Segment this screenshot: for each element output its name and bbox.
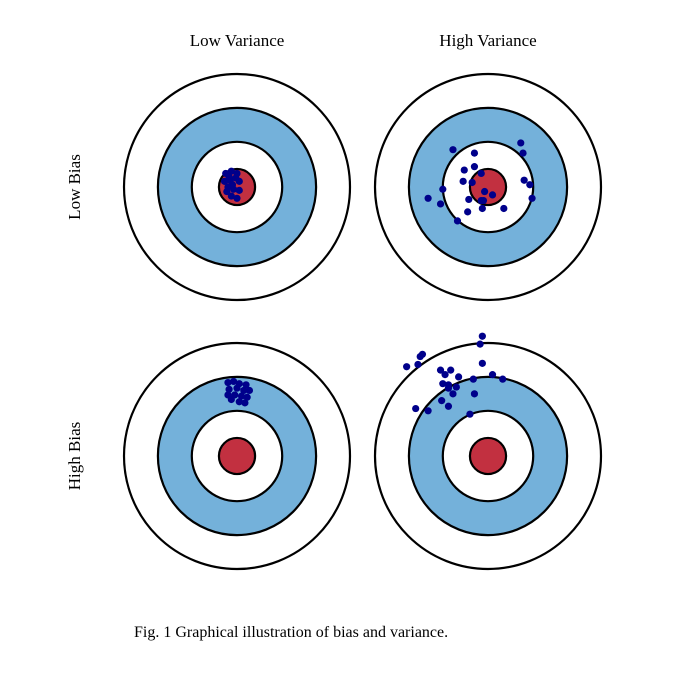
- data-point: [470, 390, 479, 398]
- data-point: [500, 204, 508, 213]
- data-point: [520, 176, 528, 184]
- data-point: [243, 393, 251, 401]
- data-point: [230, 377, 238, 386]
- data-point: [478, 204, 486, 213]
- target-2: [373, 72, 603, 302]
- data-point: [470, 149, 479, 157]
- data-point: [441, 371, 449, 379]
- data-point: [414, 360, 422, 369]
- data-point: [228, 181, 237, 189]
- data-point: [403, 363, 411, 371]
- data-point: [481, 187, 489, 196]
- target-4: [373, 332, 603, 571]
- data-point: [444, 384, 453, 392]
- data-point: [488, 371, 497, 379]
- data-point: [478, 359, 486, 367]
- data-point: [517, 139, 525, 147]
- data-point: [452, 383, 460, 391]
- data-point: [227, 395, 235, 404]
- data-point: [245, 386, 254, 395]
- data-point: [227, 192, 235, 200]
- data-point: [455, 373, 463, 381]
- data-point: [424, 194, 432, 202]
- data-point: [528, 194, 536, 202]
- data-point: [235, 398, 243, 406]
- target-1: [122, 72, 352, 302]
- data-point: [232, 174, 240, 182]
- data-point: [453, 217, 462, 225]
- data-point: [439, 185, 447, 193]
- data-point: [227, 167, 235, 175]
- data-point: [478, 332, 486, 340]
- data-point: [220, 177, 229, 185]
- target-3: [122, 341, 352, 571]
- data-point: [438, 397, 446, 405]
- data-point: [449, 146, 457, 154]
- data-point: [224, 378, 232, 387]
- data-point: [424, 407, 432, 415]
- data-point: [470, 163, 479, 171]
- data-point: [233, 194, 241, 202]
- data-point: [439, 380, 447, 388]
- data-point: [477, 169, 485, 178]
- data-point: [416, 352, 424, 361]
- data-point: [499, 375, 507, 383]
- data-point: [412, 404, 420, 413]
- column-label-low-variance: Low Variance: [189, 31, 285, 50]
- data-point: [240, 386, 248, 395]
- data-point: [225, 385, 233, 393]
- data-point: [464, 208, 472, 216]
- data-point: [225, 173, 233, 181]
- data-point: [466, 410, 474, 418]
- data-point: [476, 340, 484, 348]
- data-point: [436, 366, 445, 374]
- data-point: [436, 200, 445, 208]
- data-point: [241, 399, 249, 407]
- bullseye: [468, 167, 508, 207]
- row-label-low-bias: Low Bias: [65, 154, 84, 220]
- bullseye: [468, 436, 508, 476]
- data-point: [479, 196, 488, 205]
- data-point: [237, 392, 246, 400]
- data-point: [465, 195, 473, 204]
- bullseye: [217, 436, 257, 476]
- data-point: [526, 181, 534, 189]
- row-label-high-bias: High Bias: [65, 421, 84, 491]
- data-point: [235, 186, 243, 194]
- data-point: [444, 402, 453, 410]
- data-point: [488, 191, 497, 199]
- data-point: [447, 366, 455, 374]
- data-point: [460, 166, 468, 174]
- data-point: [469, 375, 477, 383]
- data-point: [242, 381, 250, 389]
- data-point: [233, 384, 241, 392]
- figure-caption: Fig. 1 Graphical illustration of bias an…: [134, 624, 449, 641]
- data-point: [459, 177, 467, 185]
- data-point: [519, 149, 527, 157]
- data-point: [449, 390, 457, 398]
- column-label-high-variance: High Variance: [439, 31, 537, 50]
- data-point: [223, 187, 231, 196]
- data-point: [468, 178, 476, 187]
